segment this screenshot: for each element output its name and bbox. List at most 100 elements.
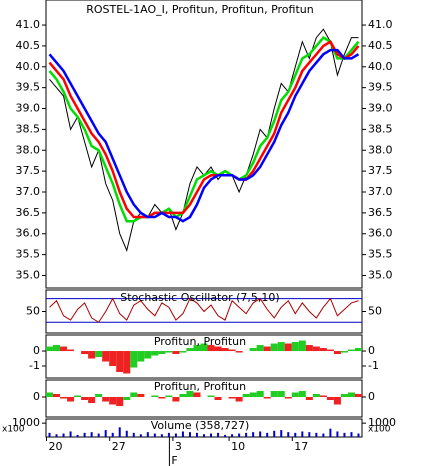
bar bbox=[53, 345, 61, 352]
bar bbox=[109, 396, 117, 405]
bar bbox=[179, 393, 187, 397]
bar bbox=[319, 395, 327, 397]
y-tick-label: -1 bbox=[29, 359, 40, 372]
y-tick-label: 50 bbox=[368, 305, 382, 318]
bar bbox=[186, 390, 194, 397]
bar bbox=[172, 351, 180, 355]
bar bbox=[277, 390, 285, 397]
x-tick-label: 17 bbox=[294, 440, 308, 453]
bar bbox=[62, 433, 65, 437]
x-tick-label: 20 bbox=[49, 440, 63, 453]
bar bbox=[277, 342, 285, 352]
bar bbox=[217, 432, 220, 437]
bar bbox=[308, 432, 311, 437]
bar bbox=[333, 351, 341, 355]
bar bbox=[291, 342, 299, 352]
bar bbox=[357, 433, 360, 437]
y-tick-label: 35.0 bbox=[16, 268, 41, 281]
bar bbox=[160, 434, 163, 437]
x-tick-label: 3 bbox=[175, 440, 182, 453]
bar bbox=[263, 346, 271, 352]
line bbox=[48, 48, 360, 223]
y-tick-label: 36.0 bbox=[16, 227, 41, 240]
y-tick-label: 38.0 bbox=[16, 143, 41, 156]
bar bbox=[350, 432, 353, 437]
y-tick-label: 37.5 bbox=[16, 164, 41, 177]
bar bbox=[273, 430, 276, 437]
bar bbox=[76, 434, 79, 437]
y-tick-label: 35.0 bbox=[368, 268, 393, 281]
bar bbox=[88, 396, 96, 404]
y-tick-label: 36.5 bbox=[16, 206, 41, 219]
y-tick-label: 41.0 bbox=[368, 18, 393, 31]
bar bbox=[125, 430, 128, 437]
x-tick-label: 10 bbox=[231, 440, 245, 453]
bar bbox=[245, 432, 248, 437]
bar bbox=[60, 396, 68, 399]
bar bbox=[249, 348, 257, 352]
bar bbox=[137, 393, 145, 397]
bar bbox=[104, 430, 107, 437]
bar bbox=[81, 396, 89, 401]
y-tick-label: 39.5 bbox=[368, 81, 393, 94]
bar bbox=[172, 396, 180, 402]
bar bbox=[336, 431, 339, 437]
panel-title: ROSTEL-1AO_I, Profitun, Profitun, Profit… bbox=[86, 3, 314, 16]
bar bbox=[270, 390, 278, 397]
y-tick-label: 50 bbox=[26, 305, 40, 318]
bar bbox=[102, 351, 110, 362]
bar bbox=[266, 432, 269, 437]
bar bbox=[151, 351, 159, 356]
bar bbox=[322, 433, 325, 437]
bar bbox=[181, 431, 184, 437]
bar bbox=[137, 351, 145, 362]
y-tick-label: 0 bbox=[33, 390, 40, 403]
bar bbox=[340, 393, 348, 397]
bar bbox=[111, 432, 114, 437]
bar bbox=[214, 346, 222, 352]
bar bbox=[46, 346, 54, 352]
bar bbox=[326, 349, 334, 352]
bar bbox=[287, 432, 290, 437]
bar bbox=[60, 346, 68, 352]
bar bbox=[153, 433, 156, 437]
bar bbox=[158, 351, 166, 355]
bar bbox=[90, 432, 93, 437]
bar bbox=[312, 346, 320, 352]
bar bbox=[284, 343, 292, 352]
bar bbox=[130, 392, 138, 397]
bar bbox=[109, 351, 117, 367]
y-tick-label: 36.0 bbox=[368, 227, 393, 240]
bar bbox=[210, 433, 213, 437]
bar bbox=[118, 427, 121, 437]
bar bbox=[123, 396, 131, 401]
bar bbox=[291, 392, 299, 397]
bar bbox=[102, 396, 110, 402]
bar bbox=[200, 343, 208, 352]
bar bbox=[347, 349, 355, 352]
bar bbox=[235, 396, 243, 402]
bar bbox=[193, 392, 201, 397]
bar bbox=[116, 396, 124, 407]
bar bbox=[179, 351, 187, 353]
x-tick-label: 27 bbox=[112, 440, 126, 453]
bar bbox=[83, 432, 86, 437]
bar bbox=[46, 392, 54, 397]
y-tick-label: 39.5 bbox=[16, 81, 41, 94]
bar bbox=[315, 432, 318, 437]
bar bbox=[270, 343, 278, 352]
y-tick-label: 37.5 bbox=[368, 164, 393, 177]
y-tick-label: 38.5 bbox=[368, 122, 393, 135]
y-tick-label: 39.0 bbox=[16, 102, 41, 115]
bar bbox=[354, 393, 362, 397]
y-tick-label: 35.5 bbox=[368, 248, 393, 261]
bar bbox=[312, 393, 320, 397]
bar bbox=[221, 348, 229, 352]
bar bbox=[333, 396, 341, 405]
bar bbox=[95, 393, 103, 397]
bar bbox=[343, 432, 346, 437]
bar bbox=[186, 348, 194, 352]
y-tick-label: 39.0 bbox=[368, 102, 393, 115]
bar bbox=[238, 433, 241, 437]
